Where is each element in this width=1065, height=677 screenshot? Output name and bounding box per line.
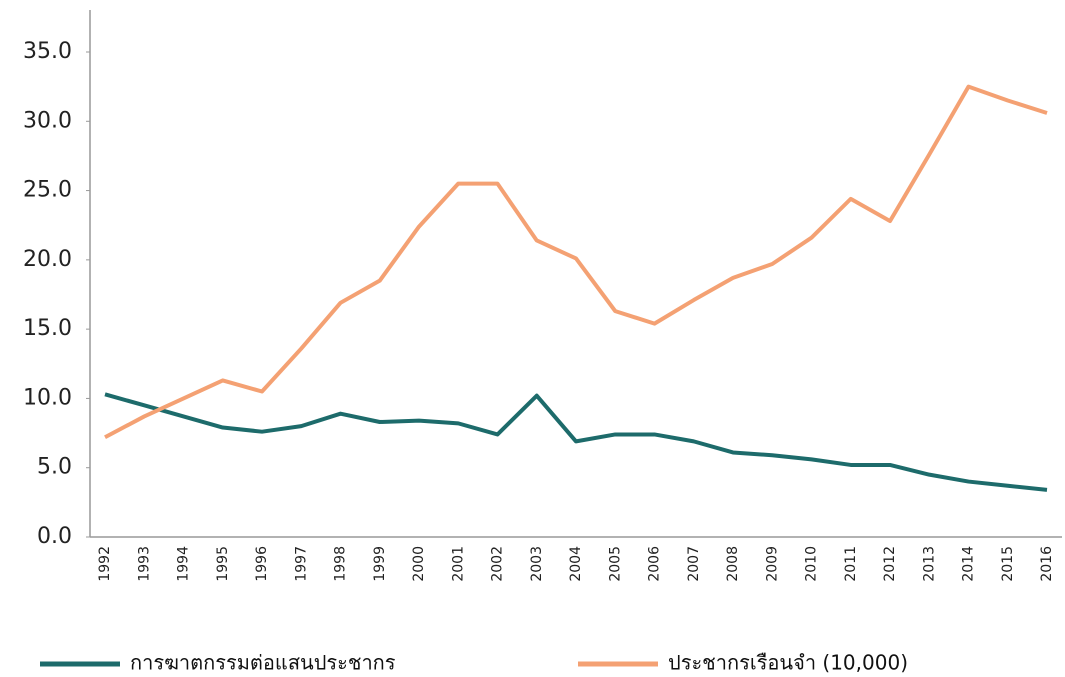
x-tick-label: 1998	[333, 546, 349, 582]
x-tick-label: 2010	[804, 546, 820, 582]
x-tick-label: 1995	[215, 546, 231, 582]
x-tick-label: 1996	[254, 546, 270, 582]
x-tick-label: 1993	[136, 546, 152, 582]
y-tick-label: 15.0	[23, 316, 72, 341]
x-tick-label: 1999	[372, 546, 388, 582]
x-tick-label: 2004	[568, 546, 584, 582]
legend-label: การฆาตกรรมต่อแสนประชากร	[130, 651, 396, 675]
x-tick-label: 2001	[450, 546, 466, 582]
x-tick-label: 2008	[725, 546, 741, 582]
legend-label: ประชากรเรือนจำ (10,000)	[668, 651, 908, 675]
x-tick-label: 2016	[1039, 546, 1055, 582]
x-tick-label: 2002	[490, 546, 506, 582]
x-tick-label: 2013	[921, 546, 937, 582]
y-tick-label: 30.0	[23, 108, 72, 133]
x-tick-label: 2014	[961, 546, 977, 582]
x-tick-label: 2006	[647, 546, 663, 582]
x-tick-label: 2015	[1000, 546, 1016, 582]
x-tick-label: 1992	[97, 546, 113, 582]
series-line	[104, 84, 1048, 439]
y-tick-label: 0.0	[37, 524, 72, 549]
series-line	[104, 392, 1048, 492]
y-tick-label: 20.0	[23, 247, 72, 272]
x-tick-label: 2005	[607, 546, 623, 582]
y-tick-label: 5.0	[37, 455, 72, 480]
x-tick-label: 2012	[882, 546, 898, 582]
x-tick-label: 2007	[686, 546, 702, 582]
x-tick-label: 2000	[411, 546, 427, 582]
y-tick-label: 25.0	[23, 178, 72, 203]
x-tick-label: 2003	[529, 546, 545, 582]
y-tick-label: 35.0	[23, 39, 72, 64]
y-tick-label: 10.0	[23, 385, 72, 410]
x-tick-label: 2009	[764, 546, 780, 582]
x-tick-label: 1994	[176, 546, 192, 582]
x-tick-label: 2011	[843, 546, 859, 582]
x-tick-label: 1997	[293, 546, 309, 582]
